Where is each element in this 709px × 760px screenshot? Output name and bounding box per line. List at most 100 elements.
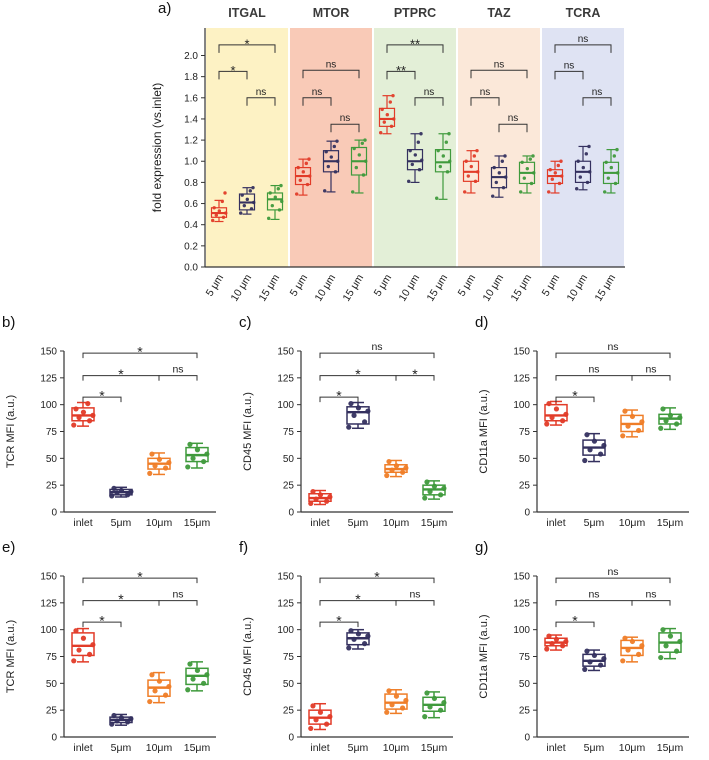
data-point bbox=[351, 412, 357, 418]
x-category-label: 5 μm bbox=[372, 272, 395, 299]
data-point bbox=[187, 661, 193, 667]
y-axis-label: fold expression (vs.inlet) bbox=[150, 83, 164, 212]
y-tick-label: 1.4 bbox=[184, 114, 198, 125]
data-point bbox=[560, 418, 566, 424]
data-point bbox=[111, 712, 117, 719]
data-point bbox=[280, 199, 284, 204]
y-tick-label: 25 bbox=[519, 706, 531, 717]
group-title: PTPRC bbox=[394, 6, 436, 20]
data-point bbox=[622, 408, 628, 414]
data-point bbox=[327, 494, 333, 500]
data-point bbox=[494, 180, 498, 185]
significance-label: ns bbox=[424, 87, 435, 98]
significance-label: * bbox=[244, 36, 249, 51]
data-point bbox=[441, 700, 447, 706]
panel-label-d: d) bbox=[475, 314, 489, 331]
significance-bracket bbox=[498, 123, 528, 133]
data-point bbox=[578, 175, 582, 179]
panel-c: c) 0 25 50 75 100 125 150 CD45 MFI (a.u.) inlet 5… bbox=[237, 314, 473, 532]
significance-bracket bbox=[395, 375, 435, 381]
data-point bbox=[427, 704, 433, 710]
boxplot-tcr-mfi-1: 0 25 50 75 100 125 150 TCR MFI (a.u.) inlet 5μm 10… bbox=[5, 344, 216, 529]
data-point bbox=[620, 433, 626, 439]
significance-label: * bbox=[118, 366, 124, 382]
data-point bbox=[548, 168, 552, 172]
boxplot-cd11a-mfi-2: 0 25 50 75 100 125 150 CD11a MFI (a.u.) inlet 5μm… bbox=[478, 566, 689, 754]
data-point bbox=[420, 158, 424, 162]
data-point bbox=[522, 176, 526, 180]
significance-bracket bbox=[631, 600, 671, 606]
panel-label-g: g) bbox=[475, 539, 489, 556]
data-point bbox=[109, 721, 115, 727]
y-tick-label: 125 bbox=[277, 598, 294, 609]
significance-label: ns bbox=[494, 59, 505, 70]
data-point bbox=[674, 648, 680, 654]
data-point bbox=[615, 147, 619, 152]
data-point bbox=[625, 647, 631, 653]
data-point bbox=[582, 457, 588, 464]
data-point bbox=[301, 170, 305, 174]
y-tick-label: 50 bbox=[519, 679, 531, 690]
significance-label: ns bbox=[588, 364, 599, 376]
boxplot-cd11a-mfi-1: 0 25 50 75 100 125 150 CD11a MFI (a.u.) inlet 5μm… bbox=[478, 341, 689, 529]
x-category-label: 10 μm bbox=[228, 272, 254, 304]
data-point bbox=[400, 469, 406, 475]
x-category-label: 5μm bbox=[348, 742, 369, 754]
panel-d: d) 0 25 50 75 100 125 150 CD11a MFI (a.u.) inlet… bbox=[473, 314, 709, 532]
x-category-label: 5μm bbox=[348, 517, 369, 529]
data-point bbox=[445, 170, 450, 174]
data-point bbox=[252, 200, 256, 205]
data-point bbox=[531, 154, 535, 158]
data-point bbox=[549, 641, 555, 647]
data-point bbox=[348, 628, 354, 634]
x-category-label: 15μm bbox=[184, 517, 211, 529]
significance-label: ns bbox=[312, 87, 323, 98]
data-point bbox=[639, 643, 645, 649]
significance-label: ns bbox=[409, 589, 420, 601]
significance-label: * bbox=[374, 569, 380, 585]
data-point bbox=[663, 418, 669, 424]
data-point bbox=[310, 489, 316, 495]
data-point bbox=[128, 489, 134, 495]
data-point bbox=[382, 120, 386, 124]
y-tick-label: 150 bbox=[277, 347, 294, 358]
y-tick-label: 75 bbox=[519, 652, 531, 663]
y-tick-label: 50 bbox=[519, 454, 531, 465]
data-point bbox=[584, 432, 590, 438]
data-point bbox=[416, 140, 420, 144]
y-tick-label: 2.0 bbox=[184, 51, 198, 62]
significance-label: * bbox=[572, 613, 578, 629]
data-point bbox=[431, 483, 438, 489]
data-point bbox=[194, 447, 201, 453]
significance-bracket bbox=[82, 396, 122, 403]
y-tick-label: 125 bbox=[513, 598, 530, 609]
x-category-label: 15 μm bbox=[340, 272, 366, 304]
data-point bbox=[111, 485, 117, 491]
data-point bbox=[667, 633, 674, 639]
data-point bbox=[201, 458, 207, 465]
panel-f: f) 0 25 50 75 100 125 150 CD45 MFI (a.u.) inlet 5… bbox=[237, 539, 473, 757]
data-point bbox=[560, 174, 564, 178]
data-point bbox=[636, 427, 642, 434]
data-point bbox=[386, 688, 392, 694]
x-category-label: 5 μm bbox=[204, 272, 227, 299]
data-point bbox=[380, 107, 384, 112]
data-point bbox=[408, 148, 412, 153]
significance-label: * bbox=[99, 388, 105, 404]
significance-bracket bbox=[218, 70, 248, 80]
data-point bbox=[187, 441, 193, 447]
data-point bbox=[674, 421, 680, 427]
panel-label-e: e) bbox=[2, 539, 16, 556]
x-category-label: 10μm bbox=[619, 742, 646, 754]
data-point bbox=[598, 662, 604, 668]
x-category-label: 5 μm bbox=[540, 272, 563, 299]
data-point bbox=[248, 189, 252, 193]
data-point bbox=[393, 463, 400, 469]
data-point bbox=[438, 164, 442, 169]
data-point bbox=[201, 680, 207, 686]
boxplot-tcr-mfi-2: 0 25 50 75 100 125 150 TCR MFI (a.u.) inlet 5μm 10… bbox=[5, 569, 216, 754]
data-point bbox=[80, 409, 87, 415]
data-point bbox=[149, 672, 155, 678]
data-point bbox=[295, 192, 299, 196]
data-point bbox=[441, 485, 447, 491]
